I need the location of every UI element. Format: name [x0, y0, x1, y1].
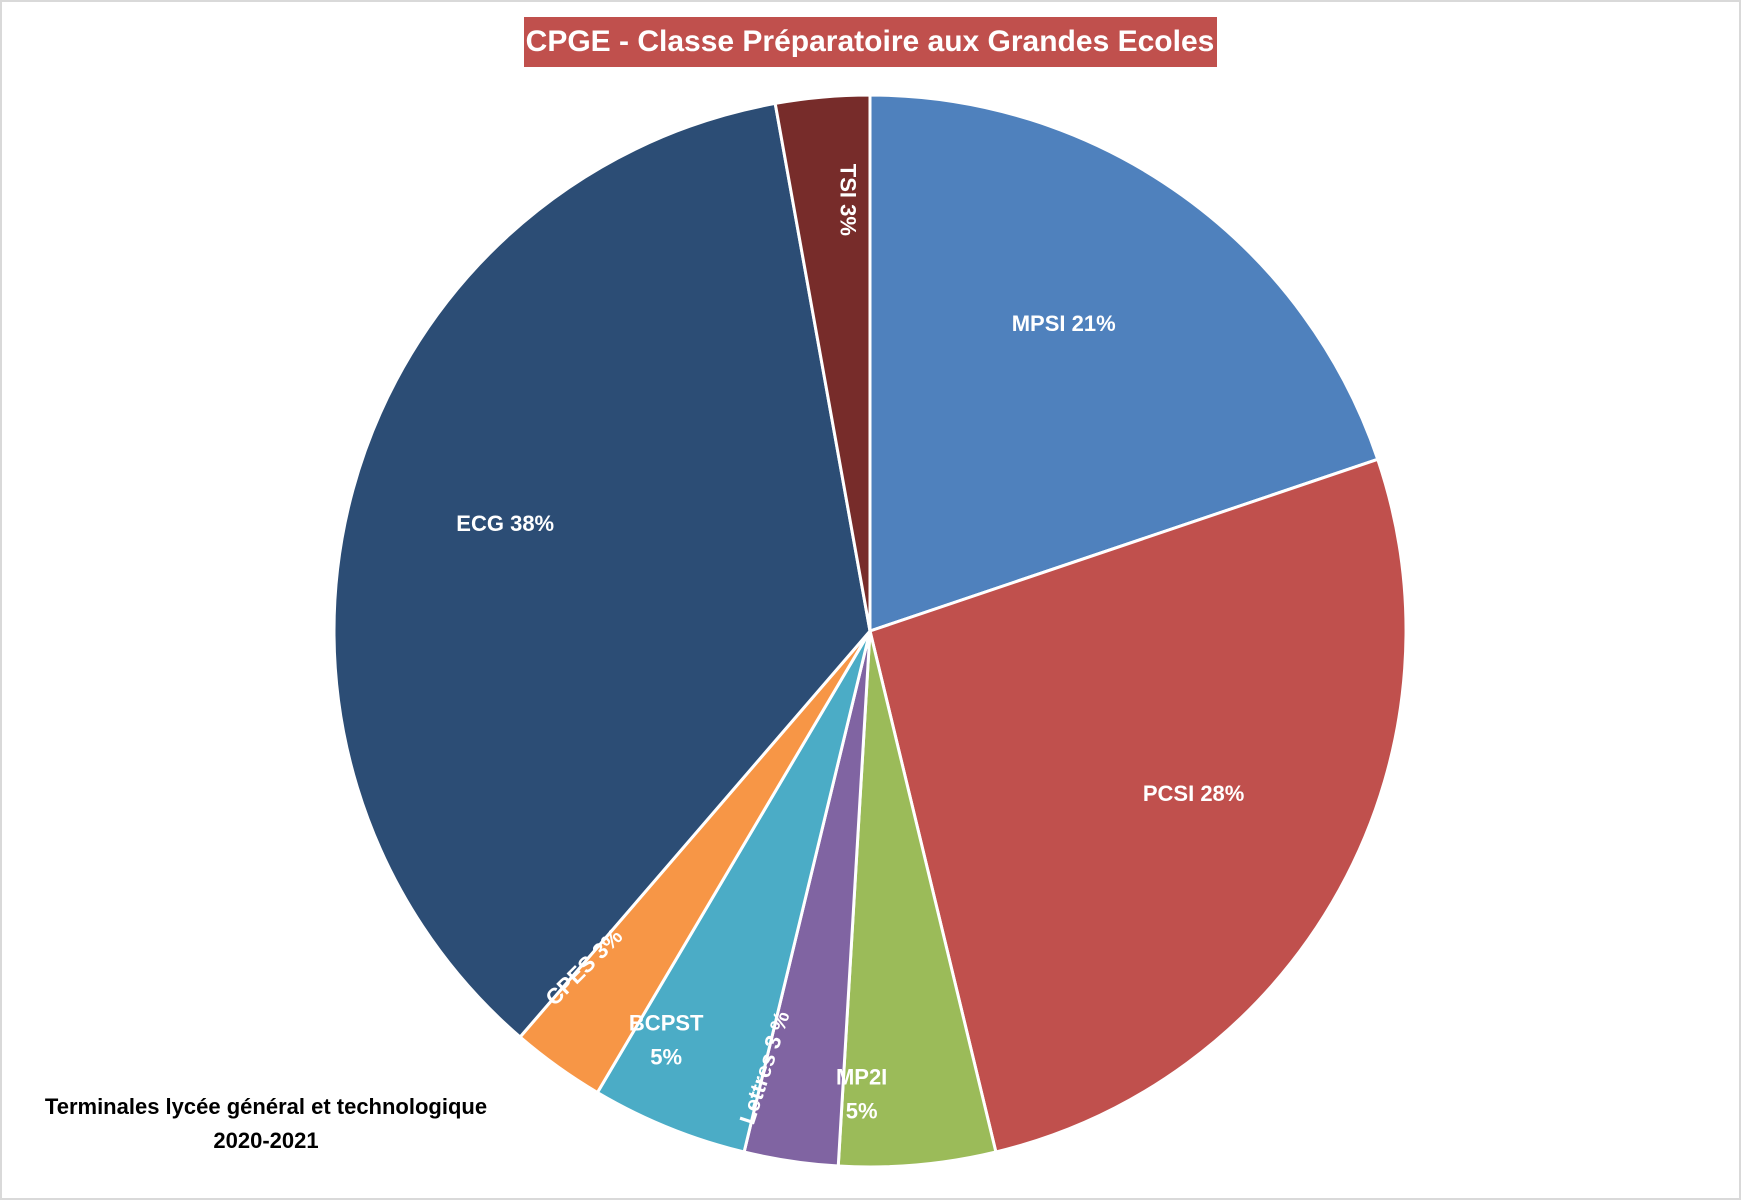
pie-slice — [773, 93, 872, 632]
chart-title: CPGE - Classe Préparatoire aux Grandes E… — [526, 25, 1215, 58]
slice-label: PCSI 28% — [1143, 781, 1245, 806]
slice-label-line: BCPST — [629, 1010, 704, 1035]
slice-label: TSI 3% — [835, 164, 860, 236]
title-box — [524, 17, 1217, 67]
slice-label-line: 5% — [846, 1099, 878, 1124]
slice-label: ECG 38% — [456, 511, 554, 536]
subtitle-line: 2020-2021 — [213, 1128, 318, 1153]
pie-slice — [836, 630, 998, 1169]
slice-label-text: PCSI 28% — [1143, 781, 1245, 806]
slice-label-line: 5% — [650, 1044, 682, 1069]
slice-label-text: ECG 38% — [456, 511, 554, 536]
slice-label: MPSI 21% — [1012, 311, 1116, 336]
slice-label-text: MPSI 21% — [1012, 311, 1116, 336]
subtitle-line: Terminales lycée général et technologiqu… — [45, 1094, 487, 1119]
pie-slice — [332, 101, 872, 1040]
pie-slice — [868, 93, 1380, 634]
slice-label: MP2I 5% — [836, 1065, 887, 1124]
slice-label-text: TSI 3% — [835, 164, 860, 236]
pie-slice — [595, 630, 872, 1154]
slice-label: BCPST 5% — [629, 1010, 704, 1069]
pie-slice — [868, 457, 1408, 1154]
slice-label-line: MP2I — [836, 1065, 887, 1090]
